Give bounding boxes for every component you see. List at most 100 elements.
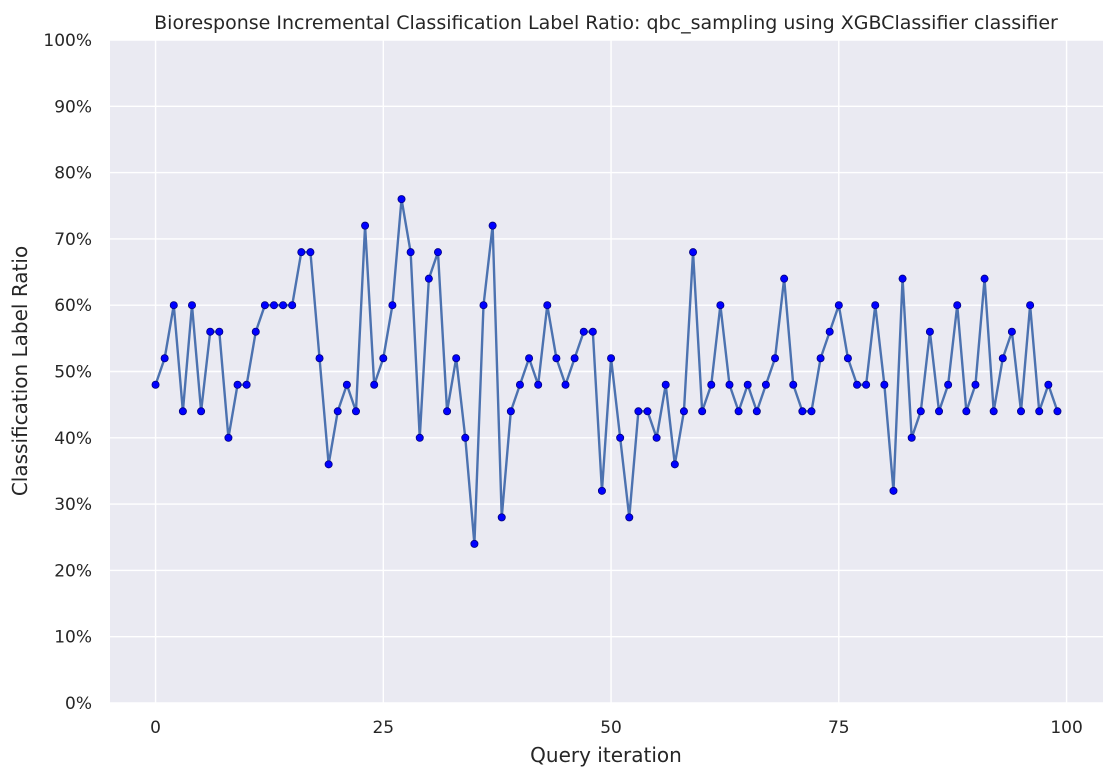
data-point — [689, 248, 698, 257]
data-point — [698, 407, 707, 416]
x-tick-label: 50 — [600, 718, 622, 738]
data-point — [570, 354, 579, 363]
data-point — [260, 301, 269, 310]
data-point — [561, 380, 570, 389]
data-point — [707, 380, 716, 389]
data-point — [361, 221, 370, 230]
data-point — [816, 354, 825, 363]
data-point — [752, 407, 761, 416]
data-point — [552, 354, 561, 363]
data-point — [607, 354, 616, 363]
data-point — [525, 354, 534, 363]
data-point — [670, 460, 679, 469]
data-point — [625, 513, 634, 522]
data-point — [916, 407, 925, 416]
data-point — [588, 327, 597, 336]
data-point — [935, 407, 944, 416]
data-point — [543, 301, 552, 310]
data-point — [187, 301, 196, 310]
data-point — [1053, 407, 1062, 416]
data-point — [1007, 327, 1016, 336]
x-tick-label: 100 — [1050, 718, 1082, 738]
data-point — [989, 407, 998, 416]
data-point — [215, 327, 224, 336]
data-point — [324, 460, 333, 469]
data-point — [488, 221, 497, 230]
data-point — [534, 380, 543, 389]
data-point — [178, 407, 187, 416]
data-point — [269, 301, 278, 310]
data-point — [288, 301, 297, 310]
y-axis-label: Classification Label Ratio — [8, 246, 32, 496]
data-point — [242, 380, 251, 389]
x-tick-label: 0 — [150, 718, 161, 738]
data-point — [1035, 407, 1044, 416]
data-point — [716, 301, 725, 310]
data-point — [433, 248, 442, 257]
data-point — [616, 433, 625, 442]
data-point — [415, 433, 424, 442]
data-point — [798, 407, 807, 416]
data-point — [679, 407, 688, 416]
data-point — [315, 354, 324, 363]
data-point — [506, 407, 515, 416]
data-point — [424, 274, 433, 283]
data-point — [880, 380, 889, 389]
x-tick-label: 75 — [828, 718, 850, 738]
data-point — [980, 274, 989, 283]
data-point — [834, 301, 843, 310]
y-tick-label: 100% — [43, 31, 92, 51]
data-point — [825, 327, 834, 336]
data-point — [907, 433, 916, 442]
y-tick-label: 50% — [54, 363, 92, 383]
data-point — [743, 380, 752, 389]
data-point — [853, 380, 862, 389]
y-tick-label: 90% — [54, 97, 92, 117]
data-point — [306, 248, 315, 257]
x-axis-label: Query iteration — [530, 743, 682, 767]
x-axis-ticks: 0 25 50 75 100 — [150, 718, 1083, 738]
y-tick-label: 30% — [54, 495, 92, 515]
data-points — [151, 195, 1062, 548]
data-point — [479, 301, 488, 310]
data-point — [962, 407, 971, 416]
data-point — [789, 380, 798, 389]
data-point — [160, 354, 169, 363]
data-point — [971, 380, 980, 389]
data-point — [452, 354, 461, 363]
data-point — [925, 327, 934, 336]
data-point — [370, 380, 379, 389]
data-point — [862, 380, 871, 389]
data-point — [333, 407, 342, 416]
grid-lines — [110, 39, 1103, 704]
data-point — [871, 301, 880, 310]
data-point — [443, 407, 452, 416]
y-tick-label: 60% — [54, 296, 92, 316]
data-point — [297, 248, 306, 257]
data-point — [406, 248, 415, 257]
x-tick-label: 25 — [372, 718, 394, 738]
data-point — [643, 407, 652, 416]
data-point — [652, 433, 661, 442]
data-point — [725, 380, 734, 389]
data-point — [597, 486, 606, 495]
data-point — [461, 433, 470, 442]
y-tick-label: 80% — [54, 164, 92, 184]
data-point — [780, 274, 789, 283]
data-point — [151, 380, 160, 389]
data-point — [233, 380, 242, 389]
data-point — [661, 380, 670, 389]
data-point — [1026, 301, 1035, 310]
y-tick-label: 40% — [54, 429, 92, 449]
y-tick-label: 70% — [54, 230, 92, 250]
data-point — [397, 195, 406, 204]
data-point — [898, 274, 907, 283]
data-point — [734, 407, 743, 416]
data-point — [515, 380, 524, 389]
data-point — [197, 407, 206, 416]
data-point — [224, 433, 233, 442]
data-point — [843, 354, 852, 363]
data-point — [379, 354, 388, 363]
